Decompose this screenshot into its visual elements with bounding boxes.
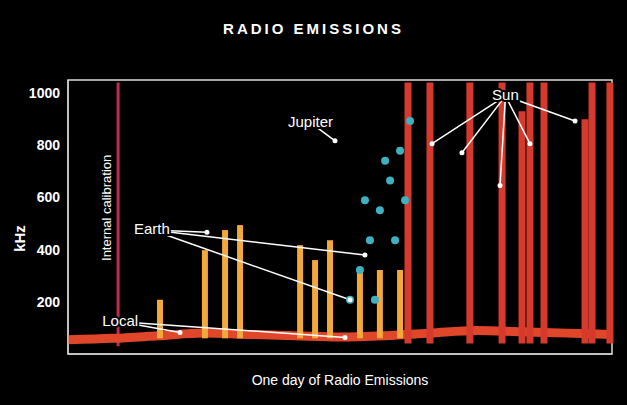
svg-text:Internal calibration: Internal calibration	[99, 155, 114, 261]
svg-text:Sun: Sun	[492, 86, 519, 103]
svg-text:600: 600	[37, 189, 61, 205]
svg-text:800: 800	[37, 137, 61, 153]
svg-text:Earth: Earth	[134, 220, 170, 237]
svg-text:1000: 1000	[29, 85, 60, 101]
svg-text:400: 400	[37, 242, 61, 258]
html-text:RADIO EMISSIONS: RADIO EMISSIONS	[223, 20, 404, 37]
html-text:One day of Radio Emissions: One day of Radio Emissions	[251, 372, 429, 388]
html-text:kHz: kHz	[10, 225, 28, 252]
svg-text:Local: Local	[102, 312, 138, 329]
svg-text:200: 200	[37, 294, 61, 310]
svg-text:Jupiter: Jupiter	[288, 113, 333, 130]
